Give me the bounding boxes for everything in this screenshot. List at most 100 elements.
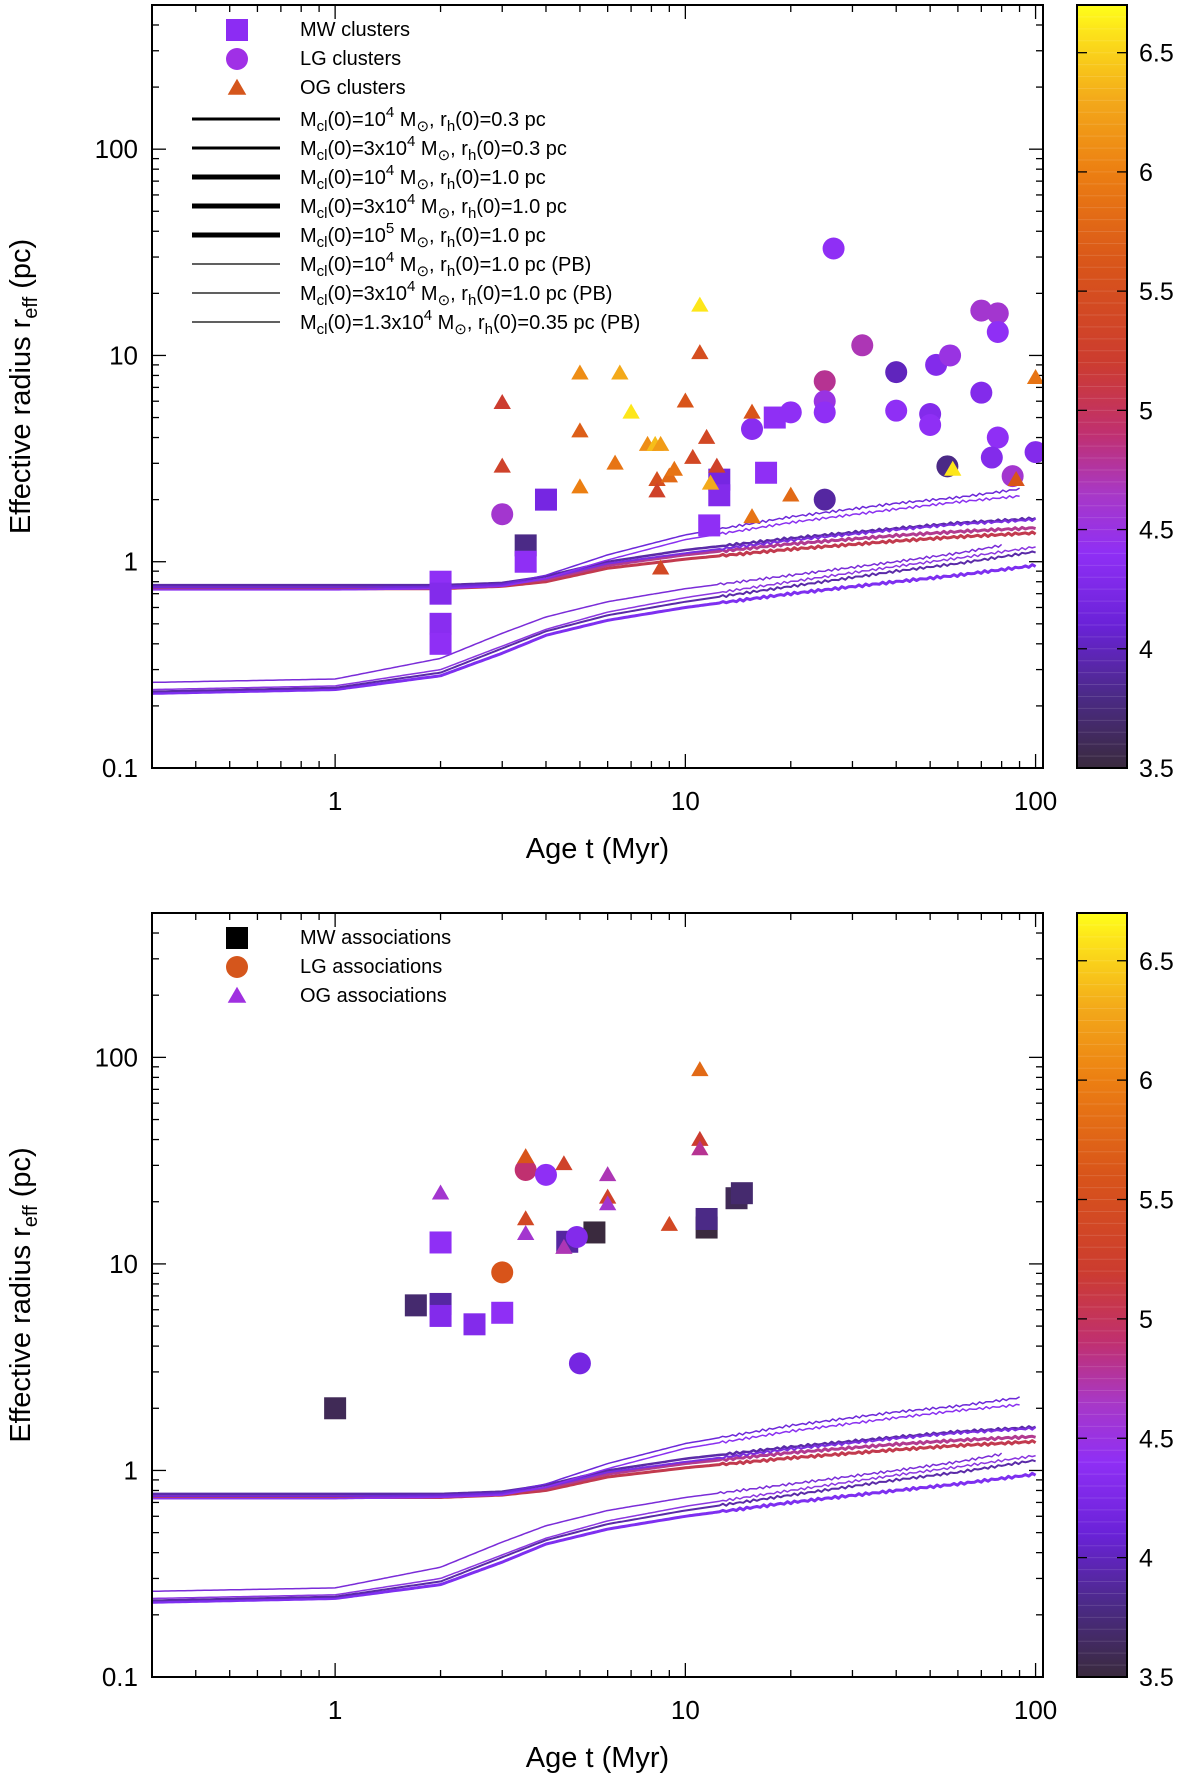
triangle-point [691,1061,709,1077]
triangle-point [676,392,695,408]
legend-line-label: Mcl(0)=3x104 M⊙, rh(0)=1.0 pc (PB) [300,278,612,309]
y-tick-label: 1 [124,1455,138,1485]
legend-circle-marker [226,956,248,978]
y-tick-label: 100 [95,134,138,164]
legend-label: OG associations [300,985,447,1007]
colorbar: 3.5 4 4.5 5 5.5 6 6.5 [1076,4,1174,783]
triangle-point [571,478,589,494]
colorbar-tick-label: 4.5 [1139,1425,1174,1453]
triangle-point [701,474,720,490]
colorbar-frame [1076,912,1128,1678]
track-line-6 [152,494,1020,591]
legend-line-label: Mcl(0)=1.3x104 M⊙, rh(0)=0.35 pc (PB) [300,307,640,338]
triangle-point [660,1215,679,1231]
triangle-point [691,296,709,312]
circle-point [813,370,836,393]
x-tick-label: 100 [1014,1695,1057,1725]
track-line-8 [152,550,1036,693]
legend-line-label: Mcl(0)=105 M⊙, rh(0)=1.0 pc [300,220,546,251]
track-line-1 [152,530,1037,591]
colorbar-gradient [1077,913,1127,1677]
square-point [698,514,721,537]
colorbar-gradient [1077,5,1127,768]
colorbar-tick-label: 5 [1139,1306,1153,1334]
plot-frame [151,4,1044,769]
triangle-point [606,454,624,470]
axis-ticks [151,912,1043,1678]
triangle-point [651,435,670,451]
x-tick-label: 10 [671,1695,700,1725]
track-line-3 [152,1425,1037,1496]
circle-point [980,446,1003,469]
colorbar-tick-label: 4.5 [1139,517,1174,545]
triangle-point [648,482,666,498]
track-line-5 [152,487,1020,589]
square-point [404,1294,427,1317]
colorbar-tick-label: 3.5 [1139,755,1174,783]
square-point [429,582,452,605]
axis-ticks [151,4,1043,769]
track-line-10 [152,1452,1003,1593]
triangle-point [516,1225,535,1241]
plot-area [152,1061,1037,1604]
legend-square-marker [226,927,248,949]
triangle-point [555,1155,573,1171]
triangle-point [571,364,589,380]
circle-point [741,417,764,440]
circle-point [779,401,802,424]
track-line-10 [152,543,1003,684]
triangle-point [782,486,800,502]
triangle-point [622,403,640,419]
triangle-point [691,344,709,360]
square-point [429,1231,452,1254]
x-tick-label: 1 [328,786,342,816]
colorbar: 3.5 4 4.5 5 5.5 6 6.5 [1076,912,1174,1692]
colorbar-tick-label: 3.5 [1139,1664,1174,1692]
square-point [755,461,778,484]
colorbar-tick-label: 4 [1139,636,1153,664]
x-tick-label: 1 [328,1695,342,1725]
legend-label: LG associations [300,956,442,978]
circle-point [491,1261,514,1284]
colorbar-tick-label: 6.5 [1139,948,1174,976]
circle-point [919,414,942,437]
colorbar-tick-label: 6.5 [1139,40,1174,68]
colorbar-tick-label: 5 [1139,397,1153,425]
y-tick-label: 0.1 [102,753,138,783]
y-axis-title-group: Effective radius reff (pc) [5,239,42,534]
circle-point [885,361,908,384]
colorbar-tick-label: 6 [1139,159,1153,187]
legend-label: LG clusters [300,48,401,70]
y-axis-title: Effective radius reff (pc) [5,239,42,534]
panel-2: 1 10 100 0.1 1 10 100 Age t (Myr) Effective radi… [5,912,1174,1774]
track-line-5 [152,1396,1020,1498]
triangle-point [571,422,589,438]
circle-point [970,299,993,322]
triangle-point [651,559,670,575]
plot-area [152,237,1043,695]
x-axis-title: Age t (Myr) [526,833,669,865]
triangle-point [555,1238,573,1254]
track-line-6 [152,1403,1020,1500]
triangle-point [493,394,511,410]
track-line-3 [152,516,1037,587]
circle-point [1024,441,1043,464]
legend-square-marker [226,19,248,41]
x-tick-label: 100 [1014,786,1057,816]
legend-label: OG clusters [300,77,406,99]
legend-line-label: Mcl(0)=104 M⊙, rh(0)=1.0 pc (PB) [300,249,591,280]
square-point [514,550,537,573]
circle-point [813,488,836,511]
y-axis-title-group: Effective radius reff (pc) [5,1147,42,1442]
legend-line-label: Mcl(0)=104 M⊙, rh(0)=0.3 pc [300,104,546,135]
colorbar-frame [1076,4,1128,769]
circle-point [565,1225,588,1248]
circle-point [813,401,836,424]
track-line-8 [152,1459,1036,1602]
legend-line-label: Mcl(0)=3x104 M⊙, rh(0)=1.0 pc [300,191,567,222]
square-point [429,1304,452,1327]
track-line-2 [152,525,1036,589]
legend: MW clusters LG clusters OG clusters Mcl(0)=… [192,19,640,338]
